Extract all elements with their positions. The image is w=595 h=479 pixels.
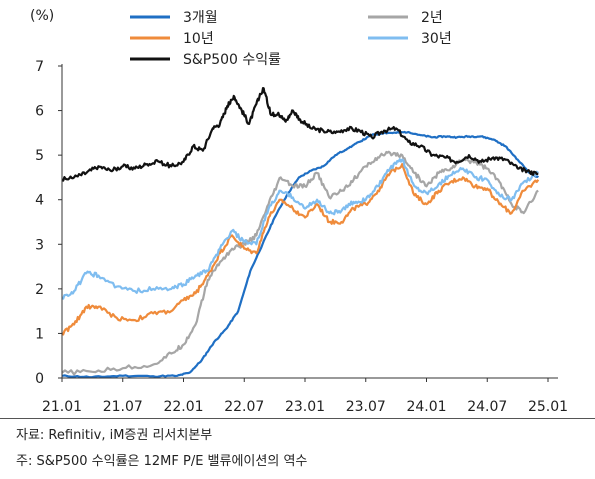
y-axis-unit-label: (%) (30, 8, 55, 24)
legend-label: 3개월 (183, 10, 218, 26)
legend-label: 2년 (421, 10, 443, 26)
y-tick-label: 2 (35, 282, 44, 298)
footnote: 주: S&P500 수익률은 12MF P/E 밸류에이션의 역수 (16, 454, 308, 469)
x-tick-label: 23.01 (285, 399, 325, 415)
series-line-1 (61, 130, 540, 379)
x-tick-label: 23.07 (346, 399, 386, 415)
y-tick-label: 6 (35, 104, 44, 120)
axes: 0 1 2 3 4 5 6 7 21.01 21.07 22.01 22.07 23.01 23.07 24… (35, 59, 568, 415)
legend-label: S&P500 수익률 (183, 52, 281, 68)
x-tick-label: 22.07 (224, 399, 264, 415)
footer-divider (0, 418, 595, 419)
series-line-3 (61, 163, 540, 336)
y-tick-label: 5 (35, 148, 44, 164)
x-tick-label: 22.01 (163, 399, 203, 415)
plot-area (61, 87, 540, 379)
y-tick-label: 7 (35, 59, 44, 75)
x-tick-label: 21.07 (103, 399, 143, 415)
legend-label: 10년 (183, 31, 214, 47)
x-tick-label: 25.01 (528, 399, 568, 415)
legend-label: 30년 (421, 31, 452, 47)
y-tick-label: 0 (35, 371, 44, 387)
y-tick-label: 4 (35, 193, 44, 209)
source-note: 자료: Refinitiv, iM증권 리서치본부 (16, 428, 213, 443)
series-line-4 (61, 158, 539, 300)
legend: 3개월 2년 10년 30년 S&P500 수익률 (130, 10, 452, 68)
x-tick-label: 21.01 (42, 399, 82, 415)
line-chart: 3개월 2년 10년 30년 S&P500 수익률 0 1 2 3 4 5 6 7 21.01 21.07… (35, 10, 568, 415)
y-tick-label: 3 (35, 237, 44, 253)
series-line-5 (61, 87, 539, 182)
x-tick-label: 24.07 (467, 399, 507, 415)
series-line-2 (61, 150, 539, 376)
x-tick-label: 24.01 (406, 399, 446, 415)
y-tick-label: 1 (35, 326, 44, 342)
